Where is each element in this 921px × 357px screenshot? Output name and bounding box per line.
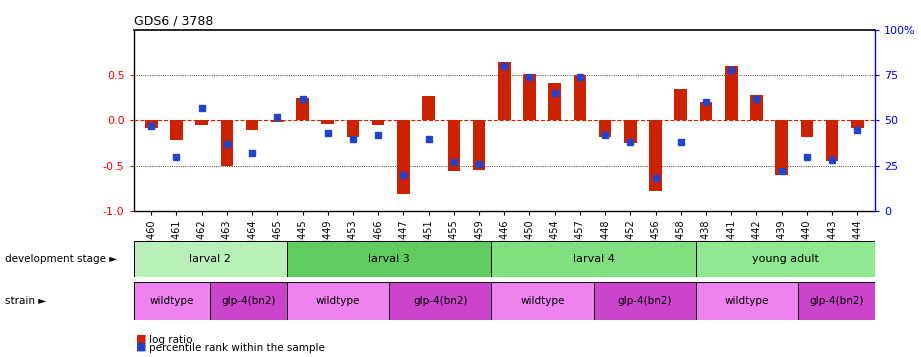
FancyBboxPatch shape <box>287 241 492 277</box>
Bar <box>145 120 157 128</box>
FancyBboxPatch shape <box>594 282 696 320</box>
Text: wildtype: wildtype <box>150 296 194 306</box>
Bar <box>725 66 738 120</box>
Bar <box>649 120 662 191</box>
FancyBboxPatch shape <box>210 282 287 320</box>
Text: young adult: young adult <box>752 254 819 264</box>
Bar <box>423 96 435 120</box>
FancyBboxPatch shape <box>492 282 594 320</box>
FancyBboxPatch shape <box>287 282 390 320</box>
Text: development stage ►: development stage ► <box>5 254 117 264</box>
Text: larval 2: larval 2 <box>190 254 231 264</box>
Bar <box>851 120 864 128</box>
Text: wildtype: wildtype <box>520 296 565 306</box>
FancyBboxPatch shape <box>696 241 875 277</box>
Bar <box>498 62 510 120</box>
Bar <box>397 120 410 195</box>
Bar <box>599 120 612 137</box>
Text: larval 4: larval 4 <box>573 254 614 264</box>
Text: wildtype: wildtype <box>725 296 769 306</box>
Bar <box>826 120 838 161</box>
Bar <box>271 120 284 122</box>
Text: wildtype: wildtype <box>316 296 360 306</box>
FancyBboxPatch shape <box>696 282 799 320</box>
FancyBboxPatch shape <box>134 282 210 320</box>
Text: strain ►: strain ► <box>5 296 46 306</box>
Bar <box>574 75 586 120</box>
Text: glp-4(bn2): glp-4(bn2) <box>414 296 468 306</box>
FancyBboxPatch shape <box>799 282 875 320</box>
Text: glp-4(bn2): glp-4(bn2) <box>810 296 864 306</box>
Bar <box>472 120 485 170</box>
Bar <box>170 120 182 140</box>
Bar <box>297 98 309 120</box>
Bar <box>775 120 788 175</box>
Text: GDS6 / 3788: GDS6 / 3788 <box>134 15 213 28</box>
Text: glp-4(bn2): glp-4(bn2) <box>221 296 276 306</box>
Bar <box>321 120 334 124</box>
FancyBboxPatch shape <box>134 241 287 277</box>
Text: larval 3: larval 3 <box>368 254 410 264</box>
Bar <box>246 120 259 130</box>
FancyBboxPatch shape <box>390 282 492 320</box>
Text: log ratio: log ratio <box>149 335 192 345</box>
Bar <box>700 102 712 120</box>
Text: percentile rank within the sample: percentile rank within the sample <box>149 343 325 353</box>
Bar <box>750 95 763 120</box>
Bar <box>624 120 636 143</box>
Bar <box>800 120 813 137</box>
Text: ■: ■ <box>136 342 146 352</box>
Bar <box>448 120 460 171</box>
Bar <box>195 120 208 125</box>
Bar <box>372 120 384 125</box>
Bar <box>220 120 233 166</box>
Text: glp-4(bn2): glp-4(bn2) <box>618 296 672 306</box>
Bar <box>346 120 359 137</box>
Bar <box>674 89 687 120</box>
FancyBboxPatch shape <box>492 241 696 277</box>
Bar <box>523 74 536 120</box>
Bar <box>548 82 561 120</box>
Text: ■: ■ <box>136 334 146 344</box>
